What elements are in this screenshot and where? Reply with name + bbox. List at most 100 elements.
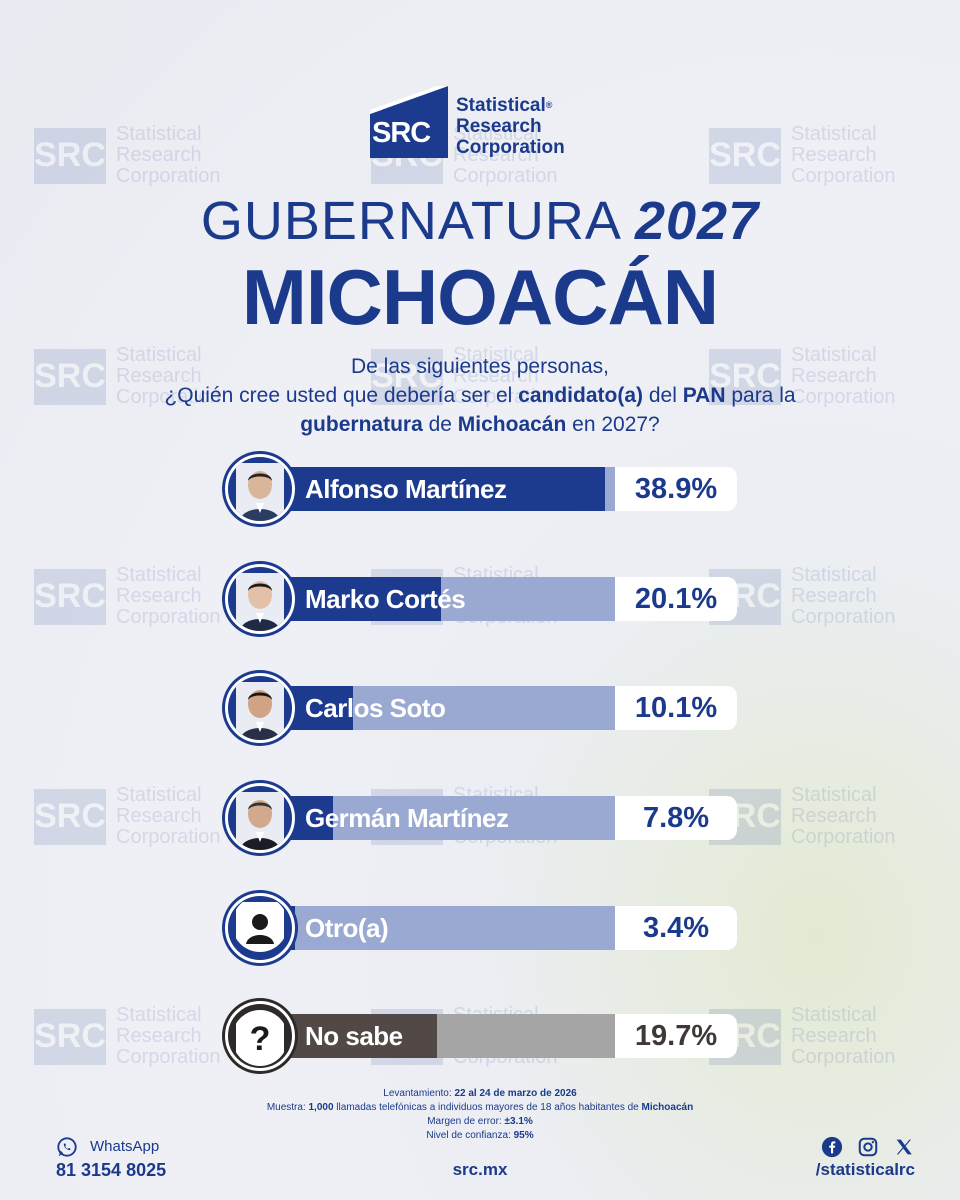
portrait-photo xyxy=(236,463,284,521)
value-label: 10.1% xyxy=(634,692,718,724)
value-label: 7.8% xyxy=(642,802,710,834)
logo-line1: Statistical xyxy=(456,95,546,116)
value-label: 20.1% xyxy=(634,583,718,615)
website-link[interactable]: src.mx xyxy=(452,1160,508,1179)
bar-fill xyxy=(265,467,605,511)
value-box: 7.8% xyxy=(615,796,737,840)
watermark-line: Corporation xyxy=(791,826,896,848)
watermark-line: Statistical xyxy=(116,1004,202,1026)
logo-wordmark: Statistical® Research Corporation xyxy=(456,95,565,158)
whatsapp-phone[interactable]: 81 3154 8025 xyxy=(56,1160,167,1180)
survey-question: De las siguientes personas, ¿Quién cree … xyxy=(80,352,880,439)
note-text: llamadas telefónicas a individuos mayore… xyxy=(333,1102,642,1113)
whatsapp-label: WhatsApp xyxy=(90,1138,160,1155)
watermark-line: Statistical xyxy=(791,564,877,586)
watermark-line: Research xyxy=(791,585,877,607)
question-bold: gubernatura xyxy=(300,413,423,436)
question-text: del xyxy=(643,384,683,407)
note-label: Levantamiento: xyxy=(383,1088,455,1099)
candidate-avatar xyxy=(225,454,295,524)
svg-text:?: ? xyxy=(250,1020,271,1058)
note-value: ±3.1% xyxy=(504,1116,533,1127)
portrait-photo xyxy=(236,682,284,740)
title-state: MICHOACÁN xyxy=(241,253,719,341)
bar-row: Germán Martínez 7.8% xyxy=(225,783,745,853)
watermark-line: Research xyxy=(116,1025,202,1047)
facebook-icon[interactable] xyxy=(821,1136,843,1158)
note-margin: Margen de error: ±3.1% xyxy=(0,1115,960,1129)
watermark-line: Corporation xyxy=(453,165,558,187)
watermark-line: Research xyxy=(791,1025,877,1047)
portrait-photo xyxy=(236,573,284,631)
note-value: 1,000 xyxy=(308,1102,334,1113)
note-value: Michoacán xyxy=(641,1102,694,1113)
bar-row: Alfonso Martínez 38.9% xyxy=(225,454,745,524)
whatsapp-icon xyxy=(57,1137,77,1157)
question-icon: ? xyxy=(236,1010,284,1066)
watermark-line: Research xyxy=(791,805,877,827)
person-icon xyxy=(236,902,284,952)
note-sample: Muestra: 1,000 llamadas telefónicas a in… xyxy=(0,1101,960,1115)
question-bold: candidato(a) xyxy=(518,384,644,407)
src-logo: SRC Statistical® Research Corporation xyxy=(370,86,565,158)
value-box: 20.1% xyxy=(615,577,737,621)
watermark-line: Research xyxy=(116,805,202,827)
candidate-avatar xyxy=(225,893,295,963)
watermark-line: Statistical xyxy=(116,564,202,586)
watermark-abbr: SRC xyxy=(709,127,781,184)
title-year: 2027 xyxy=(634,191,760,251)
social-links: /statisticalrc xyxy=(805,1136,915,1179)
watermark-abbr: SRC xyxy=(34,568,106,625)
value-box: 3.4% xyxy=(615,906,737,950)
watermark-abbr: SRC xyxy=(34,127,106,184)
watermark-abbr: SRC xyxy=(34,1008,106,1065)
question-line2: ¿Quién cree usted que debería ser el can… xyxy=(80,381,880,410)
watermark-line: Corporation xyxy=(791,606,896,628)
watermark-line: Statistical xyxy=(116,784,202,806)
value-label: 19.7% xyxy=(634,1020,718,1052)
bar-track xyxy=(265,467,615,511)
watermark-line: Research xyxy=(116,144,202,166)
watermark-line: Research xyxy=(791,144,877,166)
note-label: Margen de error: xyxy=(427,1116,505,1127)
question-line1: De las siguientes personas, xyxy=(351,355,609,378)
value-box: 10.1% xyxy=(615,686,737,730)
watermark-line: Statistical xyxy=(116,123,202,145)
watermark-line: Corporation xyxy=(116,826,221,848)
social-handle[interactable]: /statisticalrc xyxy=(815,1160,915,1179)
candidate-avatar xyxy=(225,783,295,853)
bar-label: Germán Martínez xyxy=(305,803,509,833)
note-value: 95% xyxy=(513,1130,534,1141)
title-prefix: GUBERNATURA xyxy=(200,191,619,251)
candidate-avatar xyxy=(225,673,295,743)
note-label: Nivel de confianza: xyxy=(426,1130,514,1141)
x-icon[interactable] xyxy=(893,1136,915,1158)
portrait-photo xyxy=(236,792,284,850)
watermark-line: Research xyxy=(116,585,202,607)
note-confidence: Nivel de confianza: 95% xyxy=(0,1129,960,1143)
logo-mark: SRC xyxy=(370,86,448,158)
question-bold: PAN xyxy=(682,384,726,407)
bar-label: No sabe xyxy=(305,1021,403,1051)
logo-line2: Research xyxy=(456,116,542,137)
value-label: 3.4% xyxy=(642,912,710,944)
bar-row: No sabe 19.7%? xyxy=(225,1001,745,1071)
instagram-icon[interactable] xyxy=(857,1136,879,1158)
question-text: para la xyxy=(725,384,796,407)
candidate-avatar: ? xyxy=(225,1001,295,1071)
watermark-line: Corporation xyxy=(116,606,221,628)
logo-abbr: SRC xyxy=(372,117,431,149)
value-box: 38.9% xyxy=(615,467,737,511)
bar-row: Carlos Soto 10.1% xyxy=(225,673,745,743)
bar-label: Marko Cortés xyxy=(305,584,466,614)
bar-track xyxy=(265,577,615,621)
